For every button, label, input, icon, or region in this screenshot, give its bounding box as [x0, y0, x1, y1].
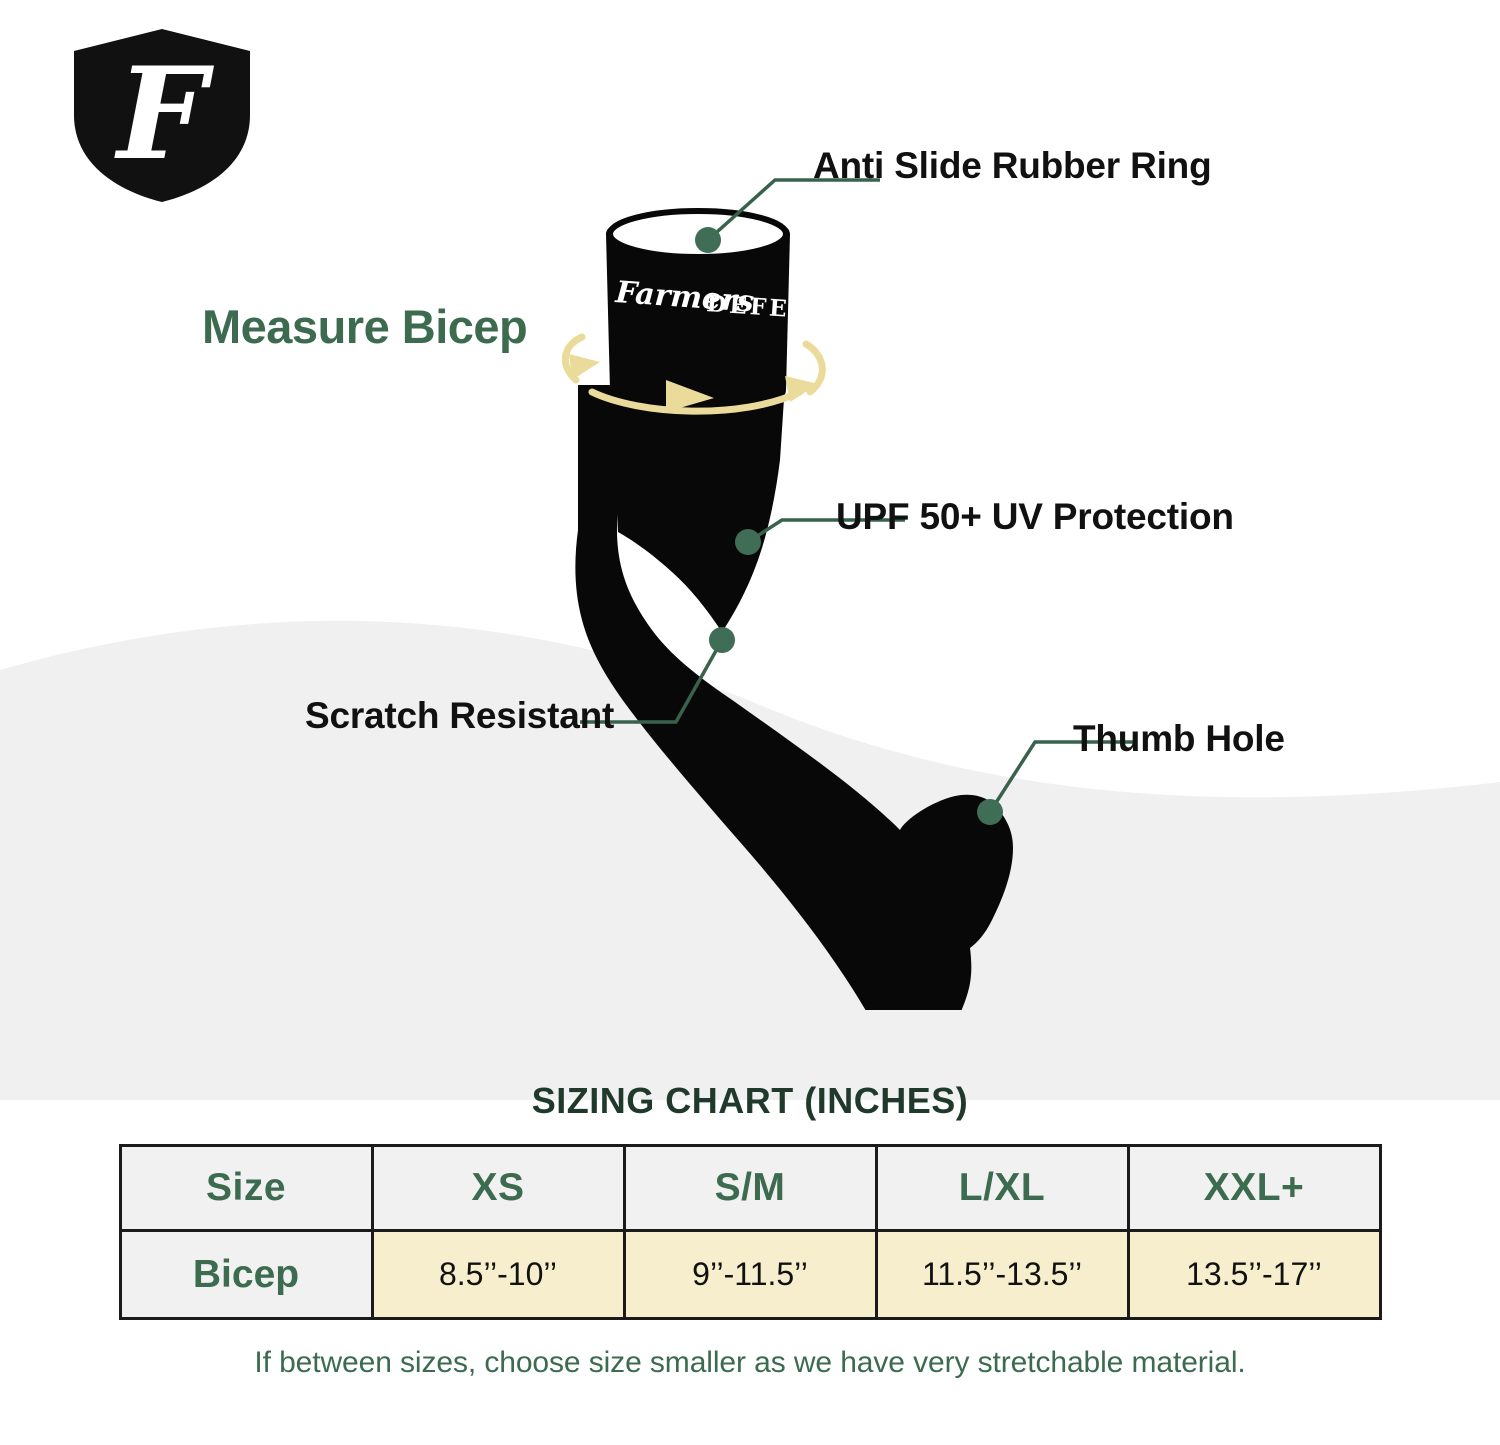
- callout-dot-markers: [695, 227, 1003, 825]
- sizing-chart-section: SIZING CHART (INCHES) Size XS S/M L/XL X…: [0, 1080, 1500, 1380]
- sizing-chart-table: Size XS S/M L/XL XXL+ Bicep 8.5’’-10’’ 9…: [118, 1144, 1382, 1320]
- sleeve-silhouette: [575, 208, 1013, 1010]
- header-cell-xs: XS: [370, 1144, 626, 1232]
- dot-upf: [735, 529, 761, 555]
- header-cell-xxl: XXL+: [1126, 1144, 1382, 1232]
- sizing-chart-title: SIZING CHART (INCHES): [531, 1080, 969, 1121]
- header-cell-sm: S/M: [622, 1144, 878, 1232]
- sizing-chart-note: If between sizes, choose size smaller as…: [254, 1346, 1246, 1379]
- cell-bicep-xs: 8.5’’-10’’: [370, 1229, 626, 1320]
- header-cell-size: Size: [118, 1144, 374, 1232]
- header-cell-lxl: L/XL: [874, 1144, 1130, 1232]
- shield-logo-icon: F: [66, 21, 258, 210]
- dot-thumb-hole: [977, 799, 1003, 825]
- callout-leader-lines: [580, 178, 1135, 813]
- cell-bicep-xxl: 13.5’’-17’’: [1126, 1229, 1382, 1320]
- cell-bicep-lxl: 11.5’’-13.5’’: [874, 1229, 1130, 1320]
- dot-scratch: [709, 627, 735, 653]
- measure-arrowheads: [569, 354, 818, 412]
- table-row-bicep: Bicep 8.5’’-10’’ 9’’-11.5’’ 11.5’’-13.5’…: [118, 1229, 1382, 1320]
- callout-label-scratch-resistant: Scratch Resistant: [305, 695, 615, 736]
- callout-label-anti-slide-rubber-ring: Anti Slide Rubber Ring: [813, 145, 1212, 186]
- dot-anti-slide: [695, 227, 721, 253]
- callout-label-thumb-hole: Thumb Hole: [1073, 718, 1285, 759]
- row-label-bicep: Bicep: [118, 1229, 374, 1320]
- arm-sleeve-illustration: Farmers DEFENSE: [562, 178, 1135, 1010]
- table-header-row: Size XS S/M L/XL XXL+: [118, 1144, 1382, 1232]
- cell-bicep-sm: 9’’-11.5’’: [622, 1229, 878, 1320]
- callout-label-upf-protection: UPF 50+ UV Protection: [836, 496, 1234, 537]
- callout-label-measure-bicep: Measure Bicep: [202, 300, 528, 353]
- shield-logo-letter: F: [114, 40, 214, 188]
- background-wave-decoration: [0, 620, 1500, 1100]
